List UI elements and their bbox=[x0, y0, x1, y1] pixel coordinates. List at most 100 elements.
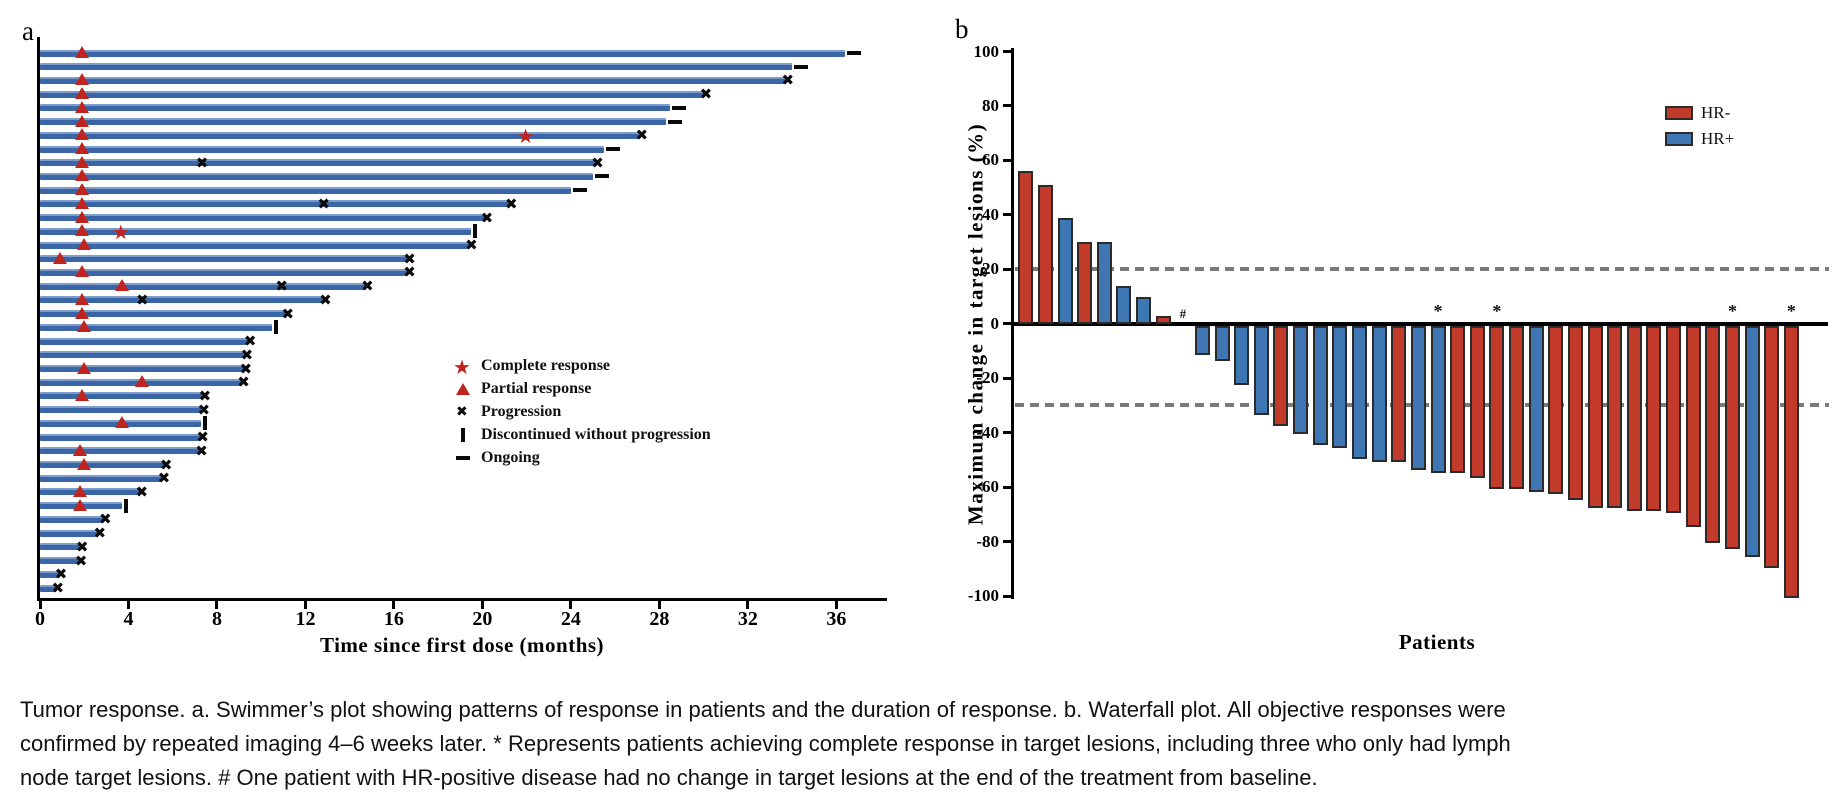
swimmer-x-tick bbox=[38, 601, 42, 609]
waterfall-bar bbox=[1567, 325, 1583, 500]
swimmer-x-tick-label: 32 bbox=[737, 608, 758, 630]
swimmer-bar bbox=[40, 365, 244, 372]
swimmer-x-axis bbox=[37, 598, 887, 601]
waterfall-bar bbox=[1293, 325, 1309, 435]
progression-icon: ✖ bbox=[237, 373, 250, 392]
partial-response-icon bbox=[75, 183, 90, 196]
swimmer-x-tick-label: 4 bbox=[123, 608, 134, 630]
progression-icon: ✖ bbox=[480, 208, 494, 227]
partial-response-icon bbox=[75, 73, 90, 86]
ongoing-icon bbox=[595, 174, 609, 179]
swimmer-legend-label: Partial response bbox=[481, 380, 592, 397]
progression-icon: ✖ bbox=[281, 304, 295, 323]
swimmer-bar bbox=[40, 461, 164, 469]
swimmer-bar bbox=[40, 474, 162, 482]
partial-response-icon bbox=[75, 142, 90, 155]
swimmer-bar bbox=[40, 159, 596, 167]
progression-icon: ✖ bbox=[504, 194, 518, 213]
swimmer-bar bbox=[40, 268, 408, 276]
swimmer-bar bbox=[40, 145, 605, 153]
progression-icon: ✖ bbox=[239, 359, 253, 378]
swimmer-bar bbox=[40, 543, 80, 551]
progression-icon: ✖ bbox=[319, 290, 332, 309]
waterfall-legend-swatch bbox=[1665, 106, 1693, 120]
swimmer-x-tick-label: 8 bbox=[211, 608, 222, 630]
swimmer-bar bbox=[40, 406, 202, 414]
waterfall-bar bbox=[1685, 325, 1701, 528]
waterfall-y-tick bbox=[1003, 158, 1011, 162]
swimmer-x-tick bbox=[215, 601, 219, 609]
swimmer-bar bbox=[40, 241, 470, 249]
waterfall-y-tick-label: 40 bbox=[982, 204, 999, 224]
progression-icon: ✖ bbox=[195, 441, 208, 460]
progression-icon: ✖ bbox=[361, 277, 374, 296]
waterfall-legend-swatch bbox=[1665, 132, 1693, 146]
waterfall-y-tick bbox=[1003, 267, 1011, 271]
progression-icon: ✖ bbox=[240, 345, 254, 364]
waterfall-bar bbox=[1057, 217, 1073, 324]
progression-icon: ✖ bbox=[195, 153, 209, 172]
waterfall-bar bbox=[1450, 325, 1466, 473]
waterfall-bar bbox=[1312, 325, 1328, 446]
figure-caption: Tumor response. a. Swimmer’s plot showin… bbox=[20, 693, 1511, 795]
partial-response-icon bbox=[72, 484, 87, 497]
swimmer-bar bbox=[40, 515, 104, 523]
waterfall-y-tick-label: -100 bbox=[967, 586, 999, 606]
progression-icon: ✖ bbox=[403, 249, 416, 268]
waterfall-bar bbox=[1077, 242, 1093, 324]
waterfall-bar bbox=[1155, 315, 1171, 324]
progression-icon: ✖ bbox=[93, 524, 107, 543]
waterfall-y-tick-label: 20 bbox=[982, 259, 999, 279]
waterfall-bar bbox=[1705, 325, 1721, 544]
ongoing-icon bbox=[847, 51, 862, 55]
partial-response-icon bbox=[75, 388, 90, 401]
swimmer-bar bbox=[40, 351, 245, 359]
swimmer-legend-label: Complete response bbox=[481, 357, 611, 374]
waterfall-y-tick bbox=[1003, 322, 1011, 326]
waterfall-y-axis-title: Maximum change in target lesions (%) bbox=[963, 122, 988, 526]
swimmer-x-tick bbox=[126, 601, 130, 609]
waterfall-bar bbox=[1116, 285, 1132, 324]
partial-response-icon bbox=[72, 443, 87, 456]
waterfall-y-tick bbox=[1003, 213, 1011, 217]
discontinued-icon bbox=[274, 320, 279, 335]
swimmer-bar bbox=[40, 529, 98, 537]
swimmer-x-tick bbox=[746, 601, 750, 609]
waterfall-bar bbox=[1371, 325, 1387, 462]
panel-a-label: a bbox=[22, 16, 34, 46]
partial-response-icon bbox=[75, 169, 90, 182]
waterfall-bar bbox=[1626, 325, 1642, 511]
swimmer-y-axis bbox=[37, 37, 40, 601]
swimmer-x-tick-label: 20 bbox=[472, 608, 493, 630]
swimmer-x-tick bbox=[834, 601, 838, 609]
ongoing-icon bbox=[572, 188, 587, 193]
swimmer-bar bbox=[40, 200, 509, 208]
waterfall-bar bbox=[1391, 325, 1407, 462]
partial-response-icon bbox=[77, 238, 92, 251]
waterfall-bar bbox=[1744, 325, 1760, 557]
complete-response-legend-icon: ★ bbox=[453, 355, 471, 379]
waterfall-y-tick bbox=[1003, 376, 1011, 380]
partial-response-legend-icon bbox=[456, 383, 470, 395]
swimmer-bar bbox=[40, 186, 571, 194]
progression-icon: ✖ bbox=[243, 332, 257, 351]
swimmer-x-axis-title: Time since first dose (months) bbox=[319, 633, 605, 657]
waterfall-baseline bbox=[1011, 322, 1828, 326]
caption-line-3: node target lesions. # One patient with … bbox=[20, 765, 1318, 790]
ongoing-icon bbox=[606, 147, 621, 152]
swimmer-legend-label: Ongoing bbox=[481, 449, 540, 466]
discontinued-icon bbox=[123, 498, 128, 513]
partial-response-icon bbox=[75, 46, 90, 58]
swimmer-x-tick bbox=[480, 601, 484, 609]
waterfall-y-tick bbox=[1003, 431, 1011, 435]
swimmer-x-tick-label: 12 bbox=[295, 608, 316, 630]
swimmer-x-tick-label: 24 bbox=[560, 608, 581, 630]
complete-response-annotation: * bbox=[1433, 300, 1443, 321]
caption-line-2: confirmed by repeated imaging 4–6 weeks … bbox=[20, 731, 1511, 756]
waterfall-bar bbox=[1096, 242, 1112, 324]
partial-response-icon bbox=[114, 416, 129, 429]
partial-response-icon bbox=[77, 361, 92, 374]
progression-icon: ✖ bbox=[275, 277, 288, 296]
swimmer-x-tick bbox=[392, 601, 396, 609]
swimmer-bar bbox=[40, 172, 593, 180]
